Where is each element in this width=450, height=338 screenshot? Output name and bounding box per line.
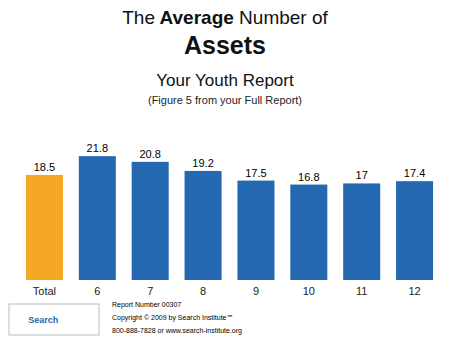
value-labels: 18.5 21.8 20.8 19.2 17.5 16.8 17 17.4 — [34, 142, 426, 182]
value-label: 17 — [356, 169, 368, 181]
bar — [79, 156, 116, 280]
x-tick-label: Total — [33, 285, 56, 297]
value-label: 17.5 — [245, 167, 266, 179]
bar — [132, 162, 169, 280]
value-label: 21.8 — [87, 142, 108, 154]
footer-text: Report Number 00307 — [112, 301, 181, 309]
x-tick-label: 9 — [253, 285, 259, 297]
bar — [185, 171, 222, 280]
bars — [26, 156, 433, 280]
chart: The Average Number of Assets Your Youth Re… — [0, 0, 450, 338]
footer-text: Copyright © 2009 by Search Institute℠ — [112, 314, 234, 322]
logo-text: Search — [28, 315, 58, 325]
logo-box — [9, 304, 99, 335]
bar — [237, 181, 274, 280]
title-part: Assets — [184, 31, 266, 59]
value-label: 20.8 — [139, 148, 160, 160]
subtitle: Your Youth Report — [156, 71, 294, 90]
x-tick-label: 10 — [303, 285, 315, 297]
bar — [290, 185, 327, 280]
bar — [26, 175, 63, 280]
background — [0, 0, 450, 338]
x-tick-label: 11 — [356, 285, 367, 297]
figure-note: (Figure 5 from your Full Report) — [148, 94, 302, 106]
title-part: Average — [155, 7, 234, 28]
title-part: The — [122, 7, 155, 28]
x-axis: Total 6 7 8 9 10 11 12 — [33, 285, 421, 297]
x-tick-label: 12 — [408, 285, 420, 297]
value-label: 17.4 — [404, 167, 425, 179]
title-part: of — [307, 7, 329, 28]
bar — [396, 181, 433, 280]
value-label: 18.5 — [34, 161, 55, 173]
x-tick-label: 8 — [200, 285, 206, 297]
value-label: 19.2 — [192, 157, 213, 169]
value-label: 16.8 — [298, 171, 319, 183]
title-part: Number — [234, 7, 308, 28]
title: The Average Number of Assets — [122, 7, 328, 59]
bar — [343, 183, 380, 280]
footer-text: 800-888-7828 or www.search-institute.org — [112, 327, 242, 335]
x-tick-label: 7 — [147, 285, 153, 297]
x-tick-label: 6 — [94, 285, 100, 297]
